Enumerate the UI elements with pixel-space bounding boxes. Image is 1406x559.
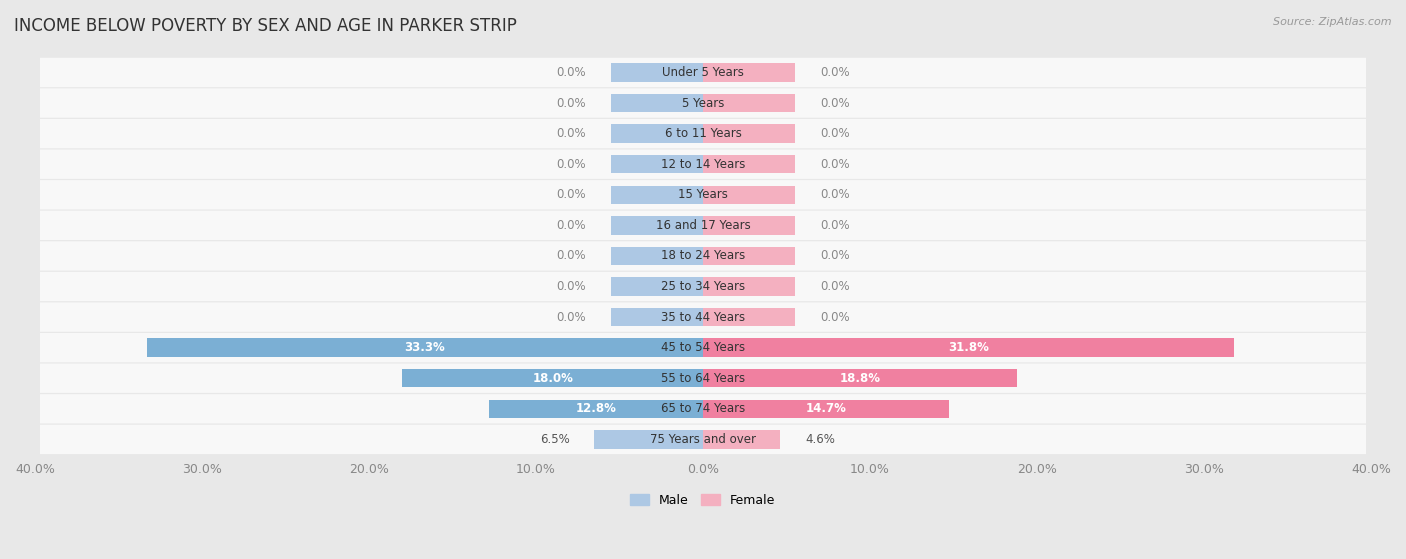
Text: 6.5%: 6.5% bbox=[540, 433, 569, 446]
Bar bbox=[703, 155, 794, 173]
Bar bbox=[703, 125, 794, 143]
Text: 0.0%: 0.0% bbox=[820, 127, 849, 140]
Bar bbox=[612, 247, 703, 265]
FancyBboxPatch shape bbox=[39, 119, 1367, 148]
Bar bbox=[402, 369, 703, 387]
Text: 18.8%: 18.8% bbox=[839, 372, 880, 385]
Text: Under 5 Years: Under 5 Years bbox=[662, 66, 744, 79]
Bar bbox=[703, 216, 794, 235]
FancyBboxPatch shape bbox=[39, 363, 1367, 393]
Text: 0.0%: 0.0% bbox=[820, 97, 849, 110]
Text: 6 to 11 Years: 6 to 11 Years bbox=[665, 127, 741, 140]
Bar bbox=[595, 430, 703, 448]
Text: 0.0%: 0.0% bbox=[557, 249, 586, 262]
Text: 0.0%: 0.0% bbox=[557, 311, 586, 324]
Text: 18 to 24 Years: 18 to 24 Years bbox=[661, 249, 745, 262]
FancyBboxPatch shape bbox=[39, 149, 1367, 179]
Bar bbox=[703, 63, 794, 82]
Bar bbox=[703, 277, 794, 296]
Text: 16 and 17 Years: 16 and 17 Years bbox=[655, 219, 751, 232]
Text: 33.3%: 33.3% bbox=[405, 341, 446, 354]
Text: 5 Years: 5 Years bbox=[682, 97, 724, 110]
FancyBboxPatch shape bbox=[39, 241, 1367, 271]
Text: 0.0%: 0.0% bbox=[820, 66, 849, 79]
Text: 0.0%: 0.0% bbox=[557, 97, 586, 110]
Text: 0.0%: 0.0% bbox=[820, 280, 849, 293]
Text: 12 to 14 Years: 12 to 14 Years bbox=[661, 158, 745, 170]
Bar bbox=[703, 247, 794, 265]
FancyBboxPatch shape bbox=[39, 180, 1367, 210]
Text: 15 Years: 15 Years bbox=[678, 188, 728, 201]
Text: 35 to 44 Years: 35 to 44 Years bbox=[661, 311, 745, 324]
Text: 0.0%: 0.0% bbox=[557, 188, 586, 201]
Text: 0.0%: 0.0% bbox=[820, 249, 849, 262]
Text: 45 to 54 Years: 45 to 54 Years bbox=[661, 341, 745, 354]
Bar bbox=[612, 216, 703, 235]
Bar bbox=[612, 277, 703, 296]
Text: 14.7%: 14.7% bbox=[806, 402, 846, 415]
Legend: Male, Female: Male, Female bbox=[626, 489, 780, 512]
Text: 18.0%: 18.0% bbox=[533, 372, 574, 385]
Bar bbox=[703, 94, 794, 112]
Text: 4.6%: 4.6% bbox=[804, 433, 835, 446]
Text: 0.0%: 0.0% bbox=[557, 280, 586, 293]
Text: 0.0%: 0.0% bbox=[557, 219, 586, 232]
FancyBboxPatch shape bbox=[39, 88, 1367, 118]
Bar bbox=[703, 400, 949, 418]
FancyBboxPatch shape bbox=[39, 425, 1367, 454]
Bar bbox=[612, 308, 703, 326]
FancyBboxPatch shape bbox=[39, 211, 1367, 240]
Text: INCOME BELOW POVERTY BY SEX AND AGE IN PARKER STRIP: INCOME BELOW POVERTY BY SEX AND AGE IN P… bbox=[14, 17, 517, 35]
Bar bbox=[489, 400, 703, 418]
FancyBboxPatch shape bbox=[39, 302, 1367, 331]
Bar bbox=[703, 308, 794, 326]
Bar bbox=[612, 94, 703, 112]
Bar bbox=[612, 186, 703, 204]
Text: 0.0%: 0.0% bbox=[557, 66, 586, 79]
Text: 0.0%: 0.0% bbox=[820, 311, 849, 324]
FancyBboxPatch shape bbox=[39, 333, 1367, 362]
Bar bbox=[612, 63, 703, 82]
FancyBboxPatch shape bbox=[39, 272, 1367, 301]
FancyBboxPatch shape bbox=[39, 58, 1367, 87]
Text: 25 to 34 Years: 25 to 34 Years bbox=[661, 280, 745, 293]
Text: 31.8%: 31.8% bbox=[948, 341, 988, 354]
Text: Source: ZipAtlas.com: Source: ZipAtlas.com bbox=[1274, 17, 1392, 27]
Bar bbox=[703, 430, 780, 448]
Text: 0.0%: 0.0% bbox=[820, 188, 849, 201]
Text: 0.0%: 0.0% bbox=[557, 158, 586, 170]
FancyBboxPatch shape bbox=[39, 394, 1367, 424]
Bar bbox=[146, 339, 703, 357]
Text: 65 to 74 Years: 65 to 74 Years bbox=[661, 402, 745, 415]
Text: 55 to 64 Years: 55 to 64 Years bbox=[661, 372, 745, 385]
Bar bbox=[703, 339, 1234, 357]
Bar bbox=[612, 125, 703, 143]
Bar bbox=[612, 155, 703, 173]
Text: 0.0%: 0.0% bbox=[557, 127, 586, 140]
Text: 75 Years and over: 75 Years and over bbox=[650, 433, 756, 446]
Bar bbox=[703, 369, 1017, 387]
Bar bbox=[703, 186, 794, 204]
Text: 12.8%: 12.8% bbox=[575, 402, 617, 415]
Text: 0.0%: 0.0% bbox=[820, 219, 849, 232]
Text: 0.0%: 0.0% bbox=[820, 158, 849, 170]
